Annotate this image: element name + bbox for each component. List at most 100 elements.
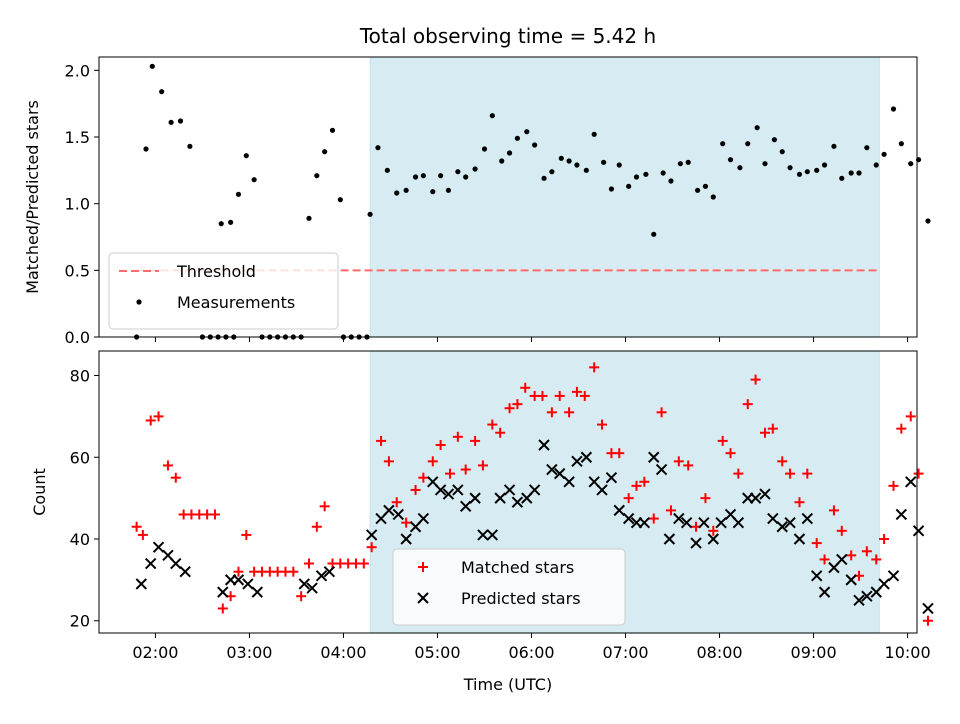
data-point: [811, 538, 822, 549]
data-point-stroke: [648, 451, 660, 463]
data-point-stroke: [922, 602, 934, 615]
legend: Matched stars Predicted stars: [392, 548, 626, 626]
data-point-stroke: [152, 541, 165, 553]
data-point: [698, 516, 710, 529]
data-point: [438, 173, 444, 179]
y-axis-label: Count: [30, 468, 49, 516]
data-point: [767, 512, 779, 525]
data-point: [700, 493, 711, 504]
data-point-stroke: [638, 516, 651, 529]
data-point: [600, 159, 607, 165]
data-point-stroke: [776, 521, 788, 533]
data-point-stroke: [242, 578, 254, 590]
data-point: [626, 183, 632, 189]
data-point-stroke: [251, 586, 263, 598]
data-point: [878, 578, 890, 590]
data-point: [477, 460, 488, 471]
data-point: [848, 170, 854, 176]
data-point-stroke: [759, 488, 771, 500]
data-point: [881, 151, 887, 157]
data-point-stroke: [298, 578, 310, 590]
data-point: [754, 125, 760, 131]
data-point: [296, 591, 307, 602]
data-point: [391, 497, 402, 508]
data-point-stroke: [663, 533, 676, 545]
data-point: [554, 390, 565, 401]
data-point: [420, 173, 426, 179]
data-point: [836, 525, 847, 536]
x-tick-label: 07:00: [602, 643, 648, 662]
data-point-stroke: [818, 586, 831, 598]
data-point: [170, 472, 181, 483]
data-point: [149, 63, 155, 69]
legend-label: Predicted stars: [461, 589, 581, 608]
data-point-stroke: [306, 582, 318, 594]
data-point: [418, 472, 429, 483]
data-point: [384, 167, 390, 173]
data-point: [430, 189, 436, 195]
legend-swatch-stroke: [417, 592, 429, 604]
y-tick-label: 1.0: [65, 195, 90, 214]
data-point: [455, 169, 461, 175]
data-point: [459, 500, 472, 513]
data-point: [836, 553, 848, 566]
data-point: [434, 484, 447, 496]
data-point: [922, 615, 933, 626]
x-tick-label: 03:00: [226, 643, 272, 662]
data-point: [853, 594, 865, 607]
data-point: [864, 145, 870, 151]
data-point: [563, 476, 575, 488]
data-point: [856, 170, 862, 176]
data-point: [648, 513, 659, 524]
data-point: [922, 602, 934, 615]
data-point: [665, 505, 676, 516]
data-point-stroke: [580, 451, 593, 463]
data-point: [571, 455, 583, 468]
data-point: [861, 590, 873, 602]
legend-label: Threshold: [176, 262, 256, 281]
data-point: [394, 190, 400, 196]
data-point: [821, 162, 828, 168]
data-point: [733, 468, 744, 479]
data-point: [622, 512, 635, 525]
data-point: [383, 504, 395, 517]
data-point: [417, 512, 430, 525]
data-point-stroke: [605, 471, 618, 484]
data-point-stroke: [912, 525, 925, 537]
x-tick-label: 06:00: [508, 643, 554, 662]
data-point: [695, 187, 701, 193]
data-point-stroke: [145, 557, 157, 570]
data-point: [623, 493, 634, 504]
data-point: [452, 431, 463, 442]
data-point: [403, 187, 409, 193]
data-point: [187, 143, 193, 149]
data-point: [520, 382, 531, 393]
data-point-stroke: [232, 574, 245, 586]
data-point: [412, 174, 419, 180]
data-point-stroke: [217, 586, 229, 598]
data-point: [288, 566, 299, 577]
bottom-panel: 20 40 60 80 02:00 03:00 04:00 05:00 06:00 07:00 08…: [30, 350, 934, 662]
observing-window-span: [369, 56, 880, 338]
data-point-stroke: [690, 537, 702, 549]
data-point: [896, 423, 907, 434]
data-point: [410, 484, 421, 495]
data-point: [690, 537, 702, 549]
data-point: [589, 362, 600, 373]
data-point: [793, 533, 806, 545]
data-point: [131, 521, 142, 532]
data-point: [660, 170, 666, 176]
data-point: [554, 467, 566, 480]
data-point: [639, 476, 650, 487]
y-tick-label: 40: [70, 530, 90, 549]
data-point: [779, 149, 785, 155]
data-point: [725, 448, 736, 459]
data-point-stroke: [469, 492, 481, 504]
data-point: [683, 460, 694, 471]
data-point: [905, 411, 916, 422]
data-point: [668, 178, 674, 184]
x-tick-label: 08:00: [696, 643, 742, 662]
y-tick-label: 20: [70, 612, 90, 631]
data-point: [546, 463, 558, 476]
